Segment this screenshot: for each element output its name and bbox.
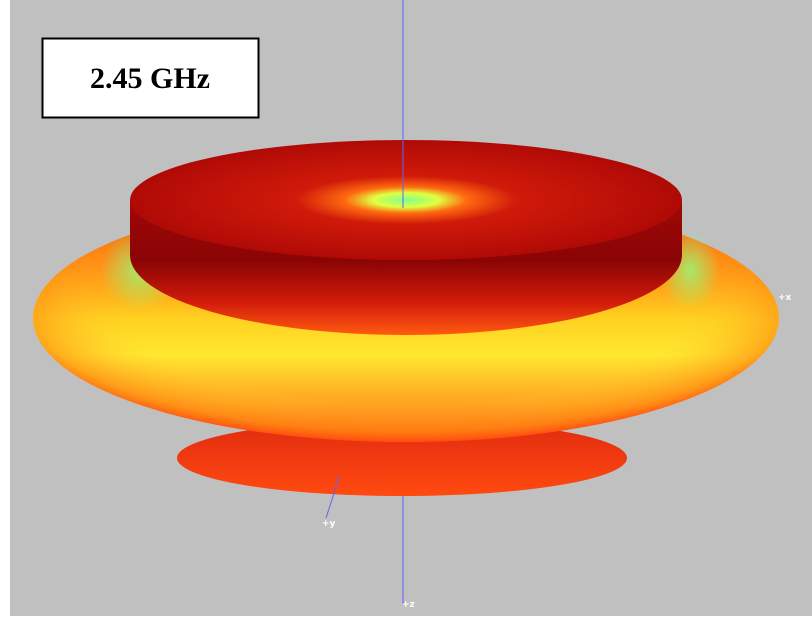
torus-top xyxy=(130,140,682,260)
frequency-label: 2.45 GHz xyxy=(90,62,210,95)
x-axis-label: +x xyxy=(778,293,792,303)
radiation-pattern-view: +x +y +z 2.45 GHz xyxy=(0,0,812,626)
z-axis-label: +z xyxy=(402,600,415,610)
y-axis-label: +y xyxy=(322,519,336,529)
